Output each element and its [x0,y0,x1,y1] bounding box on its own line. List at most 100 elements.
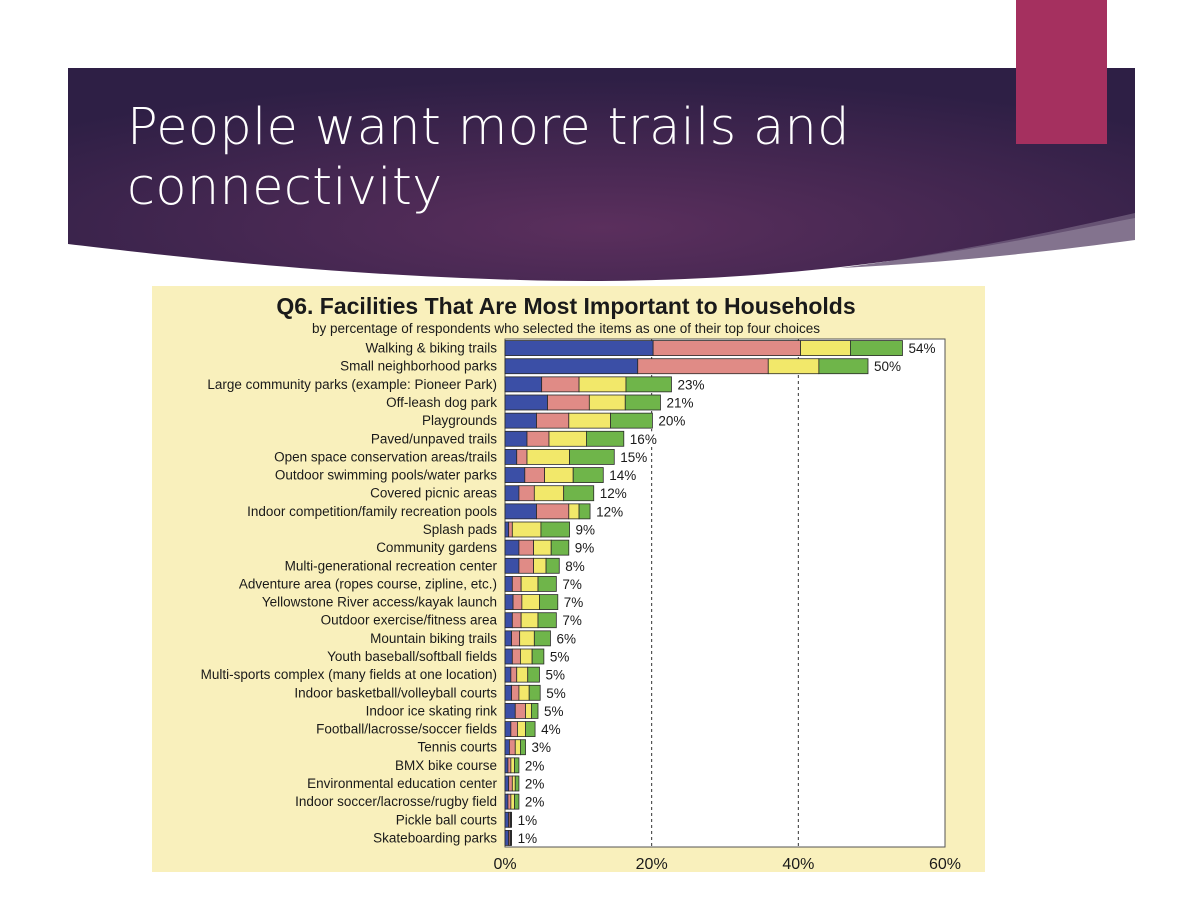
bar-segment [508,775,513,792]
bar-segment [514,739,521,756]
category-label: Yellowstone River access/kayak launch [262,595,497,610]
bar-segment [504,830,510,846]
bar-9 [504,503,591,520]
bar-segment [637,358,769,375]
chart-panel: Q6. Facilities That Are Most Important t… [152,286,985,872]
bar-22 [504,739,526,756]
bar-segment [531,648,545,665]
value-label: 9% [575,541,595,556]
category-label: Multi-generational recreation center [285,558,498,573]
value-label: 12% [600,486,627,501]
bar-segment [537,576,557,592]
bar-segment [536,503,570,520]
bar-segment [547,394,590,411]
bar-6 [504,449,615,465]
bars-layer [504,340,903,846]
bar-1 [504,358,869,375]
bar-segment [537,612,557,629]
value-label-bg [515,812,536,828]
bar-segment [850,340,903,356]
value-label-bg [544,685,565,701]
value-label: 1% [518,813,538,828]
bar-13 [504,576,557,592]
bar-segment [541,376,580,393]
bar-segment [504,340,654,356]
bar-segment [533,630,551,647]
value-label-bg [561,594,582,610]
value-label-bg [872,358,900,374]
bar-segment [504,539,520,556]
bar-segment [610,412,653,429]
value-label: 6% [556,631,576,646]
title-banner [68,68,1135,281]
bar-segment [510,721,518,737]
bar-segment [504,721,512,737]
value-label: 20% [658,414,685,429]
bar-segment [568,412,611,429]
value-label: 23% [677,377,704,392]
bar-segment [526,430,550,447]
bar-12 [504,557,560,574]
bar-segment [530,703,539,719]
value-label: 7% [562,613,582,628]
bar-segment [504,739,510,756]
value-label-bg [607,467,636,483]
bar-21 [504,721,536,737]
bar-segment [519,648,533,665]
value-label: 5% [546,686,566,701]
bar-7 [504,467,604,483]
bar-segment [510,666,518,683]
value-label-bg [547,649,568,664]
bar-segment [510,830,513,846]
category-label: Football/lacrosse/soccer fields [316,722,497,737]
category-label: Outdoor swimming pools/water parks [275,468,497,483]
category-label: Skateboarding parks [373,830,497,845]
bar-segment [507,793,512,810]
bar-segment [510,757,515,774]
bar-segment [504,521,510,538]
bar-segment [533,539,552,556]
bar-segment [525,703,532,719]
bar-26 [504,811,513,828]
category-label: Walking & biking trails [365,341,497,356]
bar-segment [540,521,570,538]
bar-24 [504,775,520,792]
value-label: 50% [874,359,901,374]
category-label: Playgrounds [422,413,497,428]
bar-segment [511,576,522,592]
bar-segment [518,684,530,701]
category-label: Splash pads [423,522,498,537]
category-label: Large community parks (example: Pioneer … [207,377,497,392]
bar-segment [504,503,537,520]
chart-subtitle: by percentage of respondents who selecte… [312,321,820,336]
banner-shape [68,68,1135,281]
category-label: BMX bike course [395,758,497,773]
bar-segment [548,430,587,447]
value-label: 3% [532,740,552,755]
value-label: 21% [666,396,693,411]
value-label-bg [573,522,594,537]
value-label-bg [560,576,581,592]
bar-segment [504,666,512,683]
value-label: 16% [630,432,657,447]
value-label: 4% [541,722,561,737]
value-label-bg [515,830,536,846]
bar-segment [624,394,661,411]
bar-segment [511,775,516,792]
bar-segment [533,557,547,574]
bar-20 [504,703,539,719]
bar-segment [533,485,565,502]
bar-segment [511,630,521,647]
category-label: Small neighborhood parks [340,359,497,374]
bar-segment [511,612,522,629]
bar-segment [563,485,595,502]
bar-segment [800,340,851,356]
value-label-bg [543,667,564,683]
bar-segment [514,775,520,792]
value-label-bg [597,485,626,501]
value-label-bg [906,340,935,356]
value-label-bg [522,757,543,773]
bar-segment [536,412,570,429]
category-label: Open space conservation areas/trails [274,449,497,464]
category-labels: Walking & biking trails Small neighborhoo… [201,341,498,846]
